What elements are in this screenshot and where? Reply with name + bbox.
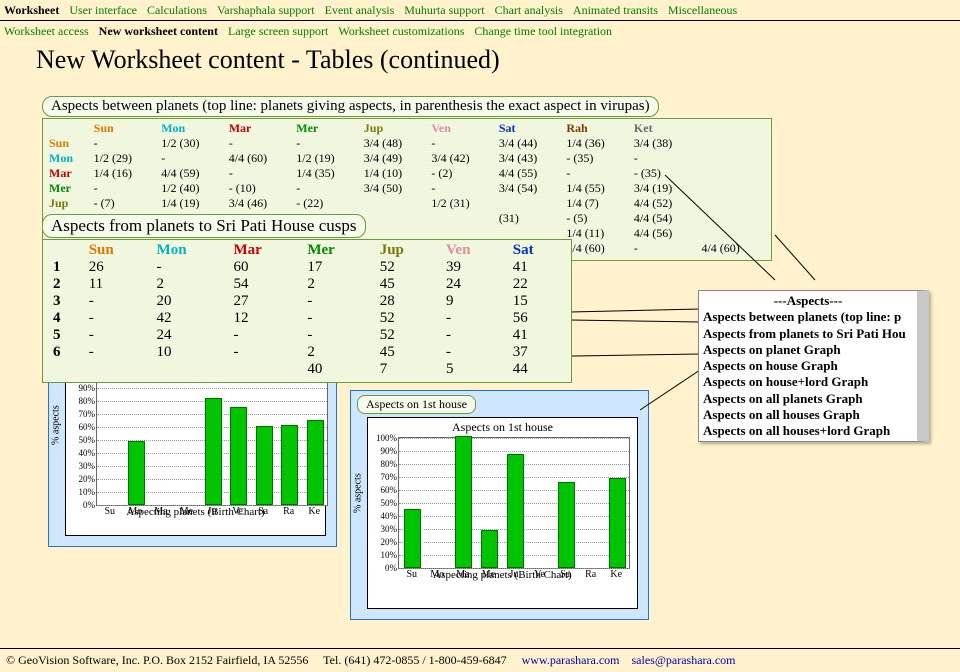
xtick-label: Me xyxy=(180,505,193,517)
footer-email[interactable]: sales@parashara.com xyxy=(632,653,736,667)
subnav-item[interactable]: New worksheet content xyxy=(99,24,218,38)
xtick-label: Su xyxy=(104,505,115,517)
chart-h1-ylabel: % aspects xyxy=(353,473,364,513)
subnav-item[interactable]: Change time tool integration xyxy=(474,24,612,38)
topnav-item[interactable]: Miscellaneous xyxy=(668,3,737,17)
listbox-item[interactable]: Aspects from planets to Sri Pati Hou xyxy=(703,326,913,342)
xtick-label: Ma xyxy=(154,505,167,517)
listbox-header: ---Aspects--- xyxy=(703,293,913,309)
topnav-item[interactable]: Animated transits xyxy=(573,3,658,17)
listbox-item[interactable]: Aspects on all planets Graph xyxy=(703,391,913,407)
bar xyxy=(404,509,421,568)
topnav-item[interactable]: Varshaphala support xyxy=(217,3,315,17)
bar xyxy=(205,398,222,505)
sub-nav: Worksheet access New worksheet content Lar… xyxy=(0,21,960,45)
chart-h1-boxtitle: Aspects on 1st house xyxy=(357,395,476,414)
xtick-label: Su xyxy=(406,568,417,580)
xtick-label: Sa xyxy=(258,505,268,517)
sripati-panel: Aspects from planets to Sri Pati House c… xyxy=(42,214,572,383)
listbox-item[interactable]: Aspects on house+lord Graph xyxy=(703,374,913,390)
bar xyxy=(281,425,298,505)
top-nav: Worksheet User interface Calculations Varsh… xyxy=(0,0,960,21)
xtick-label: Ra xyxy=(585,568,596,580)
chart-h1-plot: 0%10%20%30%40%50%60%70%80%90%100%SuMoMaM… xyxy=(398,437,630,569)
sripati-title: Aspects from planets to Sri Pati House c… xyxy=(42,214,366,238)
chart-sun-ylabel: % aspects xyxy=(51,405,62,445)
xtick-label: Ke xyxy=(610,568,622,580)
xtick-label: Mo xyxy=(430,568,444,580)
xtick-label: Mo xyxy=(128,505,142,517)
xtick-label: Ju xyxy=(208,505,217,517)
aspects-listbox[interactable]: ---Aspects---Aspects between planets (to… xyxy=(698,290,929,442)
topnav-item[interactable]: Chart analysis xyxy=(495,3,563,17)
sripati-table: SunMonMarMerJupVenSat126-601752394121125… xyxy=(47,242,567,378)
listbox-item[interactable]: Aspects on planet Graph xyxy=(703,342,913,358)
bar xyxy=(481,530,498,568)
footer-site[interactable]: www.parashara.com xyxy=(522,653,620,667)
xtick-label: Ju xyxy=(510,568,519,580)
chart-h1-title: Aspects on 1st house xyxy=(368,418,637,435)
footer-tel: Tel. (641) 472-0855 / 1-800-459-6847 xyxy=(323,653,506,667)
xtick-label: Sa xyxy=(560,568,570,580)
bar xyxy=(507,454,524,568)
xtick-label: Ve xyxy=(232,505,243,517)
subnav-item[interactable]: Worksheet access xyxy=(4,24,89,38)
bar xyxy=(609,478,626,568)
xtick-label: Ra xyxy=(283,505,294,517)
subnav-item[interactable]: Worksheet customizations xyxy=(338,24,464,38)
page-title: New Worksheet content - Tables (continue… xyxy=(36,45,960,75)
chart-sun-plot: 0%10%20%30%40%50%60%70%80%90%100%SuMoMaM… xyxy=(96,374,328,506)
topnav-item[interactable]: User interface xyxy=(69,3,137,17)
xtick-label: Me xyxy=(482,568,495,580)
bar xyxy=(256,426,273,505)
footer: © GeoVision Software, Inc. P.O. Box 2152… xyxy=(0,648,960,672)
bar xyxy=(128,441,145,505)
listbox-item[interactable]: Aspects on all houses+lord Graph xyxy=(703,423,913,439)
xtick-label: Ke xyxy=(308,505,320,517)
aspects-on-1st-house-chart: Aspects on 1st house Aspects on 1st hous… xyxy=(350,390,649,620)
topnav-item[interactable]: Calculations xyxy=(147,3,207,17)
topnav-item[interactable]: Muhurta support xyxy=(404,3,484,17)
bar xyxy=(307,420,324,505)
xtick-label: Ma xyxy=(456,568,469,580)
xtick-label: Ve xyxy=(534,568,545,580)
topnav-item[interactable]: Event analysis xyxy=(325,3,395,17)
listbox-item[interactable]: Aspects on house Graph xyxy=(703,358,913,374)
listbox-item[interactable]: Aspects on all houses Graph xyxy=(703,407,913,423)
listbox-item[interactable]: Aspects between planets (top line: p xyxy=(703,309,913,325)
subnav-item[interactable]: Large screen support xyxy=(228,24,328,38)
aspects-panel-title: Aspects between planets (top line: plane… xyxy=(42,96,659,117)
topnav-item[interactable]: Worksheet xyxy=(4,3,59,17)
bar xyxy=(558,482,575,569)
footer-copyright: © GeoVision Software, Inc. P.O. Box 2152… xyxy=(6,653,308,667)
bar xyxy=(230,407,247,505)
bar xyxy=(455,436,472,568)
